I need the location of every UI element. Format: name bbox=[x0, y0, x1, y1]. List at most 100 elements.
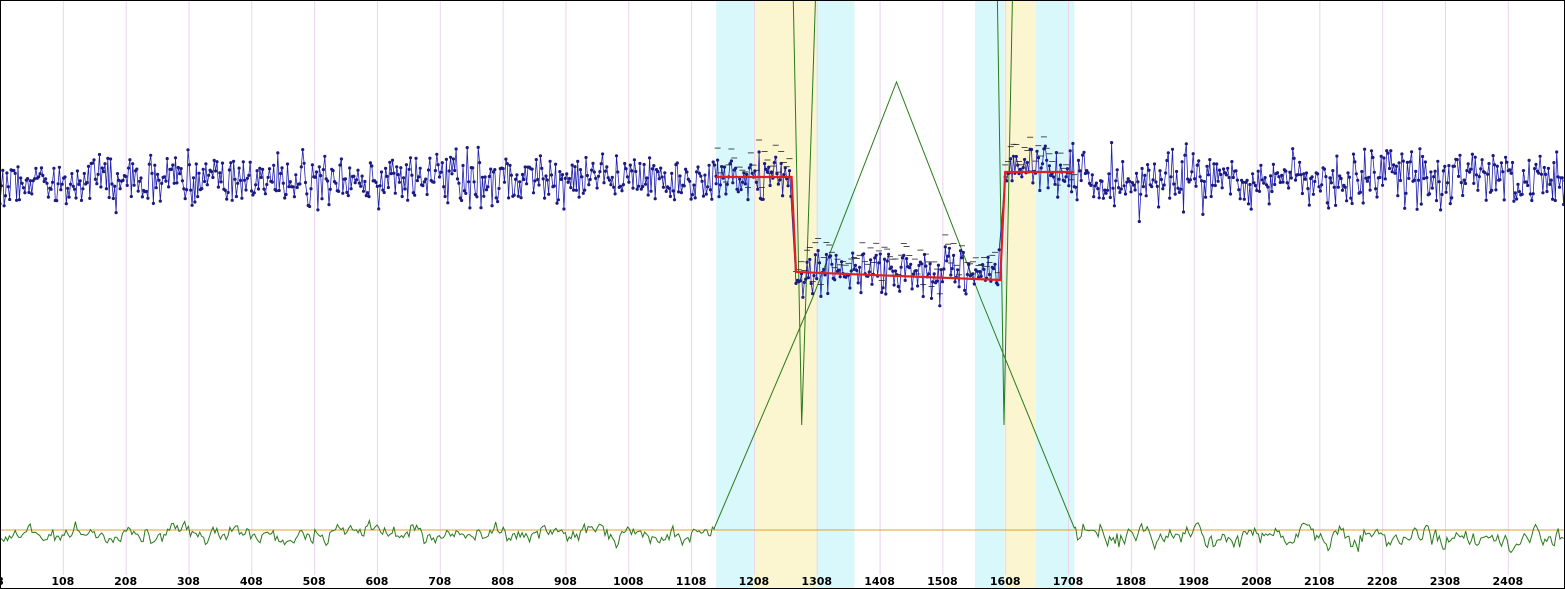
signal-point bbox=[458, 196, 462, 200]
signal-point bbox=[232, 159, 236, 163]
signal-point bbox=[536, 177, 540, 182]
signal-point bbox=[781, 194, 785, 198]
signal-point bbox=[961, 250, 965, 255]
signal-point bbox=[935, 279, 939, 283]
signal-point bbox=[397, 180, 401, 184]
signal-point bbox=[1445, 181, 1450, 185]
signal-point bbox=[1086, 171, 1090, 175]
signal-point bbox=[509, 173, 513, 177]
signal-point bbox=[71, 184, 75, 188]
signal-point bbox=[274, 189, 278, 193]
signal-point bbox=[720, 165, 724, 169]
signal-point bbox=[417, 175, 421, 179]
signal-point bbox=[422, 180, 426, 184]
signal-point bbox=[822, 267, 826, 272]
signal-point bbox=[1215, 162, 1219, 166]
signal-point bbox=[734, 166, 738, 170]
signal-point bbox=[77, 182, 81, 186]
signal-point bbox=[802, 280, 806, 284]
signal-point bbox=[786, 184, 790, 188]
signal-point bbox=[507, 196, 511, 200]
signal-point bbox=[402, 176, 406, 180]
signal-point bbox=[12, 168, 16, 173]
signal-point bbox=[281, 181, 285, 185]
signal-point bbox=[932, 272, 936, 276]
signal-point bbox=[382, 190, 386, 195]
signal-point bbox=[1368, 188, 1372, 192]
signal-point bbox=[735, 187, 739, 191]
signal-point bbox=[1361, 201, 1365, 205]
signal-point bbox=[1487, 162, 1491, 166]
signal-point bbox=[639, 187, 643, 191]
signal-point bbox=[1115, 168, 1119, 172]
signal-point bbox=[750, 171, 754, 175]
signal-point bbox=[367, 195, 371, 199]
signal-point bbox=[16, 165, 20, 169]
signal-point bbox=[885, 259, 889, 263]
signal-point bbox=[1448, 202, 1452, 206]
signal-point bbox=[583, 188, 587, 192]
signal-point bbox=[1545, 189, 1549, 194]
signal-point bbox=[496, 200, 500, 204]
signal-point bbox=[1560, 176, 1564, 180]
signal-point bbox=[1443, 164, 1447, 168]
signal-point bbox=[277, 188, 281, 193]
signal-point bbox=[45, 181, 49, 185]
signal-point bbox=[454, 147, 458, 151]
x-tick-label: 1108 bbox=[676, 575, 707, 588]
signal-point bbox=[175, 181, 179, 185]
signal-point bbox=[1137, 219, 1141, 224]
signal-point bbox=[42, 179, 46, 184]
signal-point bbox=[745, 172, 749, 176]
signal-point bbox=[1242, 197, 1246, 201]
signal-point bbox=[74, 196, 78, 200]
signal-point bbox=[607, 178, 612, 182]
signal-point bbox=[418, 166, 422, 170]
signal-point bbox=[15, 198, 19, 202]
signal-point bbox=[107, 195, 111, 200]
signal-point bbox=[1418, 147, 1422, 151]
signal-point bbox=[1526, 183, 1530, 188]
signal-point bbox=[916, 284, 920, 288]
signal-point bbox=[661, 185, 666, 189]
signal-point bbox=[1094, 181, 1098, 185]
signal-point bbox=[756, 187, 760, 191]
x-tick-label: 1308 bbox=[801, 575, 832, 588]
signal-point bbox=[455, 177, 460, 181]
signal-point bbox=[874, 253, 878, 257]
signal-point bbox=[189, 188, 193, 192]
signal-point bbox=[576, 159, 580, 163]
signal-point bbox=[193, 200, 197, 204]
signal-point bbox=[501, 167, 505, 171]
signal-point bbox=[491, 170, 495, 174]
signal-point bbox=[531, 191, 536, 195]
signal-point bbox=[950, 267, 954, 271]
signal-point bbox=[1164, 171, 1168, 175]
signal-point bbox=[1556, 175, 1560, 179]
signal-point bbox=[1169, 175, 1173, 179]
signal-point bbox=[1521, 169, 1526, 173]
signal-point bbox=[964, 292, 968, 296]
signal-point bbox=[1136, 180, 1140, 184]
signal-point bbox=[1462, 178, 1466, 182]
x-tick-label: 908 bbox=[554, 575, 577, 588]
x-tick-label: 1608 bbox=[990, 575, 1021, 588]
signal-point bbox=[1067, 184, 1071, 188]
signal-point bbox=[3, 194, 8, 198]
signal-point bbox=[1304, 171, 1309, 175]
signal-point bbox=[104, 187, 108, 191]
signal-point bbox=[591, 161, 595, 165]
signal-point bbox=[444, 157, 448, 161]
x-tick-label: 808 bbox=[491, 575, 514, 588]
signal-point bbox=[1367, 175, 1371, 179]
signal-point bbox=[1555, 150, 1559, 154]
signal-point bbox=[191, 176, 196, 180]
signal-point bbox=[902, 253, 906, 257]
signal-point bbox=[37, 175, 41, 179]
signal-point bbox=[1474, 173, 1479, 177]
signal-point bbox=[938, 304, 942, 308]
signal-point bbox=[1252, 181, 1256, 185]
signal-point bbox=[911, 272, 916, 276]
signal-point bbox=[624, 167, 628, 171]
signal-point bbox=[465, 146, 469, 150]
